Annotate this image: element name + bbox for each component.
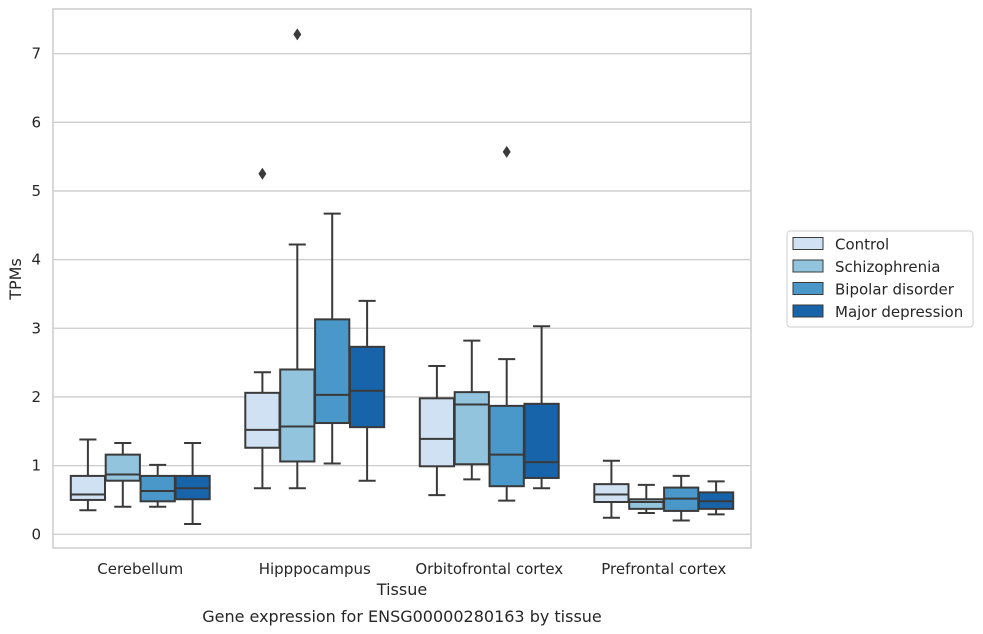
- x-axis-title: Tissue: [376, 580, 427, 599]
- box-schizophrenia: [628, 483, 665, 514]
- x-tick-label: Orbitofrontal cortex: [415, 560, 563, 578]
- x-tick-label: Hipppocampus: [259, 560, 371, 578]
- box-iqr: [628, 498, 665, 510]
- box-major-depression: [348, 299, 386, 482]
- y-tick-label: 3: [31, 319, 41, 337]
- x-tick-label: Prefrontal cortex: [601, 560, 726, 578]
- y-tick-label: 5: [31, 182, 41, 200]
- box-iqr: [523, 402, 560, 479]
- y-tick-label: 4: [31, 251, 41, 269]
- box-iqr: [314, 318, 351, 425]
- legend-swatch: [792, 282, 824, 295]
- box-iqr: [453, 391, 490, 466]
- box-iqr: [488, 404, 525, 488]
- legend-label: Control: [835, 236, 889, 254]
- plot-area: [52, 8, 752, 549]
- x-axis-ticks: Cerebellum Hipppocampus Orbitofrontal cort…: [97, 560, 726, 578]
- chart-caption: Gene expression for ENSG00000280163 by t…: [202, 607, 602, 626]
- x-tick-label: Cerebellum: [97, 560, 183, 578]
- box-control: [593, 459, 630, 519]
- grid-lines: [53, 52, 751, 535]
- legend: Control Schizophrenia Bipolar disorder Majo…: [786, 230, 974, 328]
- y-axis-title: TPMs: [6, 258, 25, 301]
- box-bipolar-disorder: [314, 212, 351, 465]
- legend-swatch: [792, 259, 824, 273]
- box-iqr: [279, 368, 316, 463]
- legend-label: Schizophrenia: [835, 258, 940, 276]
- outlier-point: [258, 167, 267, 180]
- box-bipolar-disorder: [663, 474, 700, 522]
- outlier-point: [502, 145, 511, 158]
- legend-swatch: [792, 304, 824, 318]
- box-iqr: [69, 474, 107, 501]
- box-iqr: [139, 474, 176, 503]
- y-tick-label: 7: [31, 45, 41, 63]
- box-bipolar-disorder: [488, 145, 525, 502]
- box-iqr: [104, 453, 141, 482]
- box-major-depression: [174, 441, 211, 525]
- box-schizophrenia: [453, 339, 490, 481]
- box-major-depression: [523, 325, 560, 490]
- box-iqr: [418, 397, 456, 468]
- legend-label: Major depression: [835, 303, 963, 321]
- box-iqr: [348, 345, 386, 429]
- boxes: [69, 28, 735, 525]
- box-major-depression: [697, 480, 735, 516]
- box-schizophrenia: [279, 28, 316, 490]
- legend-swatch: [792, 237, 824, 250]
- y-tick-label: 1: [31, 457, 41, 475]
- box-schizophrenia: [104, 441, 141, 508]
- y-tick-label: 6: [31, 113, 41, 131]
- outlier-point: [293, 28, 302, 41]
- box-iqr: [593, 483, 630, 503]
- box-control: [418, 365, 456, 497]
- y-axis-ticks: 0 1 2 3 4 5 6 7: [31, 45, 41, 544]
- y-tick-label: 2: [31, 388, 41, 406]
- box-iqr: [244, 391, 281, 449]
- legend-frame: [786, 230, 974, 328]
- y-tick-label: 0: [31, 525, 41, 543]
- box-bipolar-disorder: [139, 463, 176, 508]
- box-control: [69, 438, 107, 512]
- legend-label: Bipolar disorder: [835, 281, 955, 299]
